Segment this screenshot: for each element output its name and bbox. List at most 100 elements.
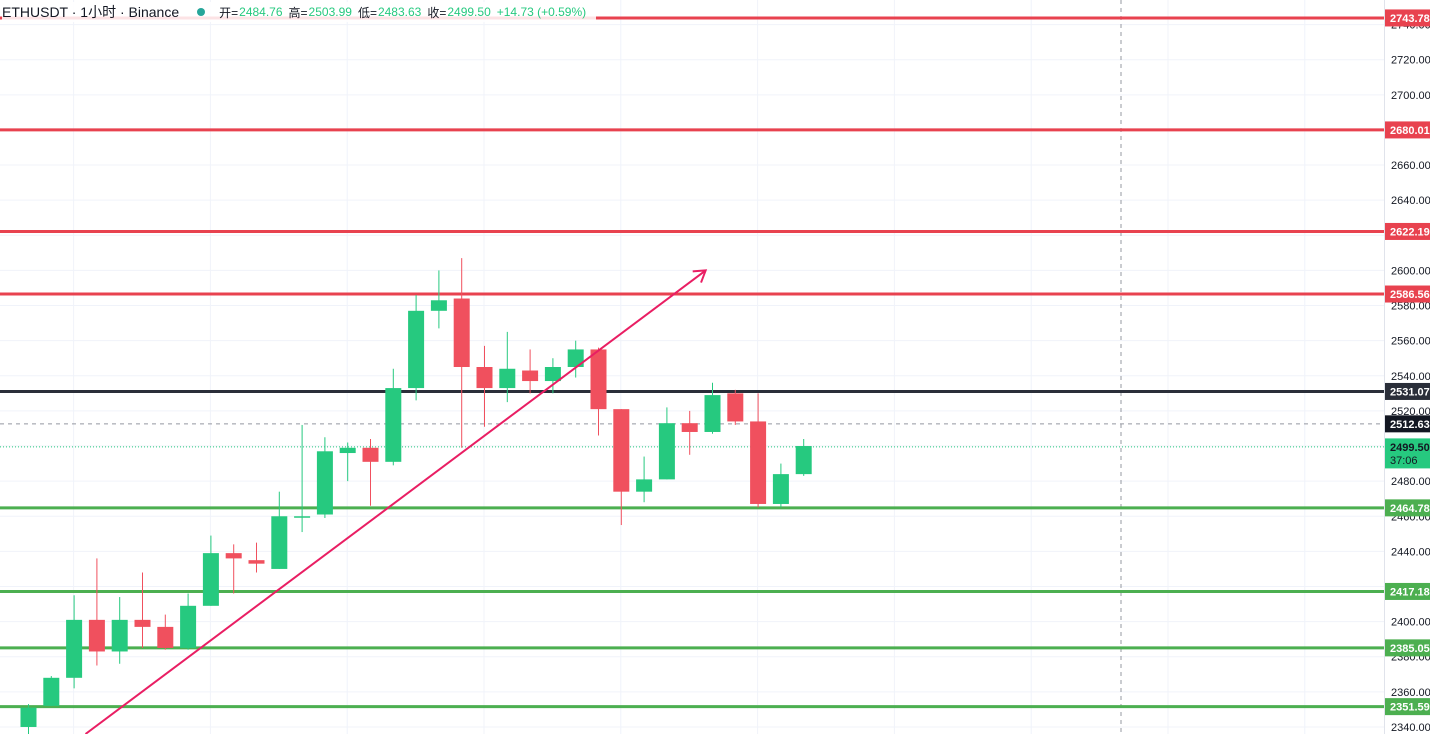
change-value: +14.73 (+0.59%) bbox=[496, 5, 587, 19]
level-price-tag[interactable]: 2743.78 bbox=[1385, 9, 1430, 27]
level-price-tag-bg bbox=[1385, 698, 1430, 716]
crosshair-price-tag-text: 2512.63 bbox=[1390, 419, 1430, 431]
candle-body bbox=[202, 553, 219, 606]
candle[interactable] bbox=[225, 544, 242, 594]
level-price-tag[interactable]: 2531.07 bbox=[1385, 382, 1430, 400]
candle[interactable] bbox=[476, 345, 493, 427]
level-price-tag[interactable]: 2351.59 bbox=[1385, 698, 1430, 716]
candle[interactable] bbox=[522, 349, 539, 394]
level-price-tag-bg bbox=[1385, 222, 1430, 240]
candle[interactable] bbox=[20, 704, 37, 734]
candle-body bbox=[294, 516, 311, 518]
level-price-tag-bg bbox=[1385, 9, 1430, 27]
low-value: 2483.63 bbox=[377, 5, 422, 19]
candle[interactable] bbox=[66, 595, 83, 689]
candle[interactable] bbox=[362, 438, 379, 506]
candle[interactable] bbox=[408, 295, 425, 401]
level-price-tag-text: 2351.59 bbox=[1390, 702, 1430, 714]
price-tick-label: 2700.00 bbox=[1391, 90, 1430, 102]
candle[interactable] bbox=[795, 438, 812, 476]
price-tick-label: 2480.00 bbox=[1391, 476, 1430, 488]
candle[interactable] bbox=[248, 542, 265, 573]
candle[interactable] bbox=[658, 407, 675, 480]
level-price-tag-bg bbox=[1385, 639, 1430, 657]
level-price-tag-text: 2586.56 bbox=[1390, 289, 1430, 301]
candle-body bbox=[20, 707, 37, 727]
candle[interactable] bbox=[88, 558, 105, 666]
candle-body bbox=[134, 619, 151, 627]
symbol-title[interactable]: ETHUSDT · 1小时 · Binance bbox=[2, 4, 180, 20]
candle-body bbox=[522, 370, 539, 382]
price-tick-label: 2540.00 bbox=[1391, 371, 1430, 383]
last-price-tag-countdown: 37:06 bbox=[1390, 455, 1418, 467]
price-tick-label: 2440.00 bbox=[1391, 546, 1430, 558]
level-price-tag[interactable]: 2385.05 bbox=[1385, 639, 1430, 657]
high-label: 高= bbox=[288, 5, 308, 20]
price-tick-label: 2560.00 bbox=[1391, 336, 1430, 348]
price-axis: 2340.002360.002380.002400.002420.002440.… bbox=[1384, 0, 1430, 734]
candle[interactable] bbox=[727, 389, 744, 425]
candle-body bbox=[180, 605, 197, 648]
price-tick-label: 2640.00 bbox=[1391, 195, 1430, 207]
price-tick-label: 2360.00 bbox=[1391, 687, 1430, 699]
candle-body bbox=[408, 310, 425, 389]
candle[interactable] bbox=[157, 614, 174, 650]
last-price-tag-text: 2499.50 bbox=[1390, 442, 1430, 454]
level-price-tag[interactable]: 2680.01 bbox=[1385, 121, 1430, 139]
level-price-tag-text: 2464.78 bbox=[1390, 503, 1430, 515]
candle[interactable] bbox=[567, 340, 584, 378]
market-status-icon bbox=[197, 8, 206, 16]
level-price-tag[interactable]: 2417.18 bbox=[1385, 582, 1430, 600]
candle[interactable] bbox=[636, 456, 653, 503]
candle[interactable] bbox=[681, 410, 698, 455]
candle[interactable] bbox=[271, 491, 288, 569]
candle-body bbox=[157, 626, 174, 648]
candle[interactable] bbox=[339, 442, 356, 482]
price-tick-label: 2600.00 bbox=[1391, 265, 1430, 277]
candle[interactable] bbox=[385, 368, 402, 466]
trendline-group bbox=[84, 269, 708, 735]
candle[interactable] bbox=[202, 535, 219, 606]
crosshair-price-tag[interactable]: 2512.63 bbox=[1385, 415, 1430, 433]
candle[interactable] bbox=[316, 437, 333, 519]
close-label: 收= bbox=[427, 5, 447, 20]
candle-body bbox=[385, 388, 402, 462]
trendline[interactable] bbox=[84, 269, 707, 735]
open-label: 开= bbox=[219, 5, 239, 20]
candle[interactable] bbox=[499, 331, 516, 403]
low-label: 低= bbox=[357, 5, 377, 20]
level-price-tag[interactable]: 2586.56 bbox=[1385, 285, 1430, 303]
close-value: 2499.50 bbox=[447, 5, 491, 19]
candle[interactable] bbox=[590, 347, 607, 436]
candle[interactable] bbox=[544, 358, 561, 394]
level-price-tag[interactable]: 2464.78 bbox=[1385, 499, 1430, 517]
candle-body bbox=[590, 349, 607, 410]
candle[interactable] bbox=[294, 424, 311, 533]
candle-body bbox=[66, 619, 83, 678]
price-tick-label: 2660.00 bbox=[1391, 160, 1430, 172]
candle[interactable] bbox=[613, 409, 630, 526]
candle[interactable] bbox=[704, 382, 721, 434]
candle[interactable] bbox=[43, 676, 60, 706]
level-price-tag-text: 2385.05 bbox=[1390, 643, 1430, 655]
candle[interactable] bbox=[180, 593, 197, 650]
trendline-arrowhead-icon bbox=[692, 269, 708, 283]
candle[interactable] bbox=[453, 258, 470, 448]
candle[interactable] bbox=[430, 270, 447, 329]
candle-body bbox=[636, 479, 653, 492]
level-price-tag[interactable]: 2622.19 bbox=[1385, 222, 1430, 240]
candle[interactable] bbox=[772, 463, 789, 508]
candle-body bbox=[544, 367, 561, 382]
candle-body bbox=[613, 409, 630, 492]
level-price-tag-text: 2743.78 bbox=[1390, 13, 1430, 25]
candle[interactable] bbox=[750, 393, 767, 508]
price-tick-label: 2580.00 bbox=[1391, 301, 1430, 313]
level-price-tag-text: 2531.07 bbox=[1390, 386, 1430, 398]
candle[interactable] bbox=[134, 572, 151, 648]
candle[interactable] bbox=[111, 597, 128, 664]
level-price-tag-bg bbox=[1385, 121, 1430, 139]
candle-body bbox=[772, 474, 789, 504]
